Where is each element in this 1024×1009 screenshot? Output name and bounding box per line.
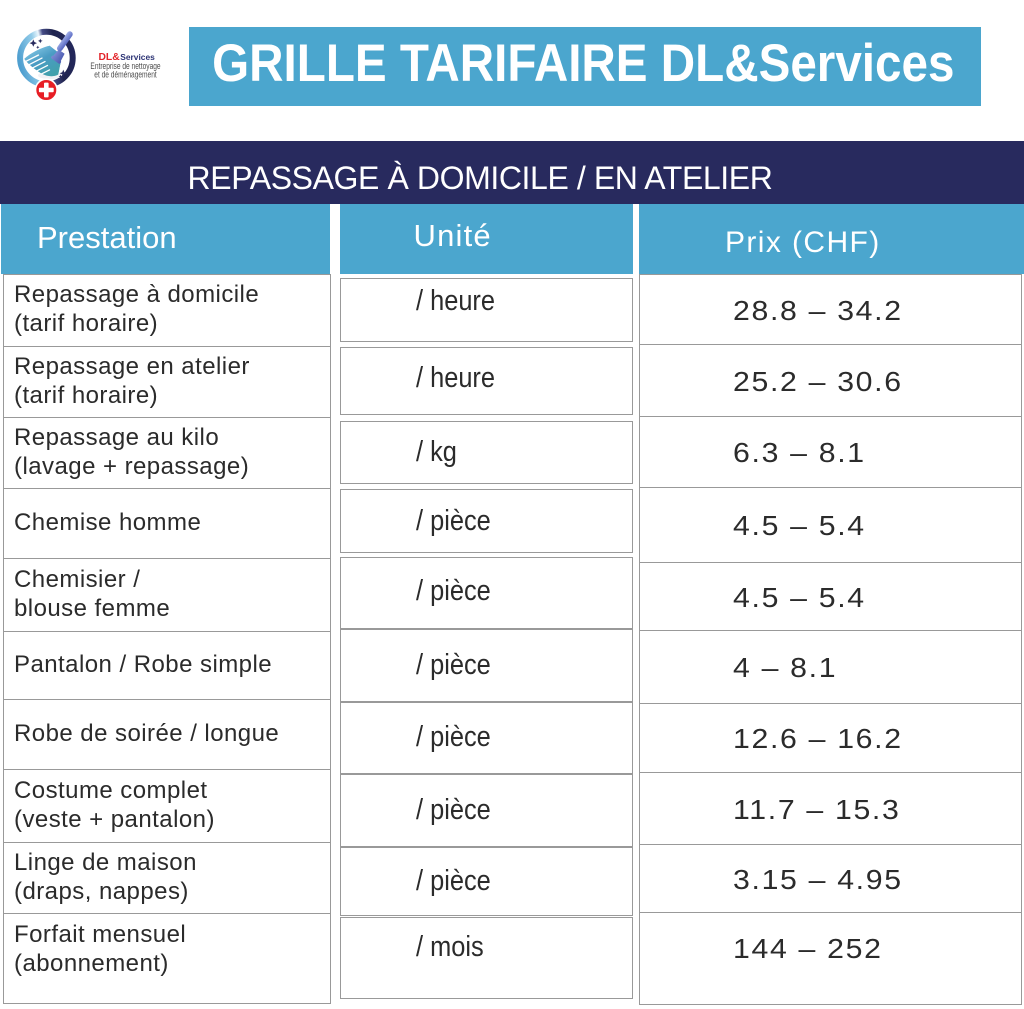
- svg-text:Services: Services: [120, 52, 155, 62]
- svg-text:et de déménagement: et de déménagement: [94, 69, 157, 79]
- svg-text:DL&: DL&: [99, 52, 121, 63]
- svg-text:Entreprise de nettoyage: Entreprise de nettoyage: [90, 61, 161, 71]
